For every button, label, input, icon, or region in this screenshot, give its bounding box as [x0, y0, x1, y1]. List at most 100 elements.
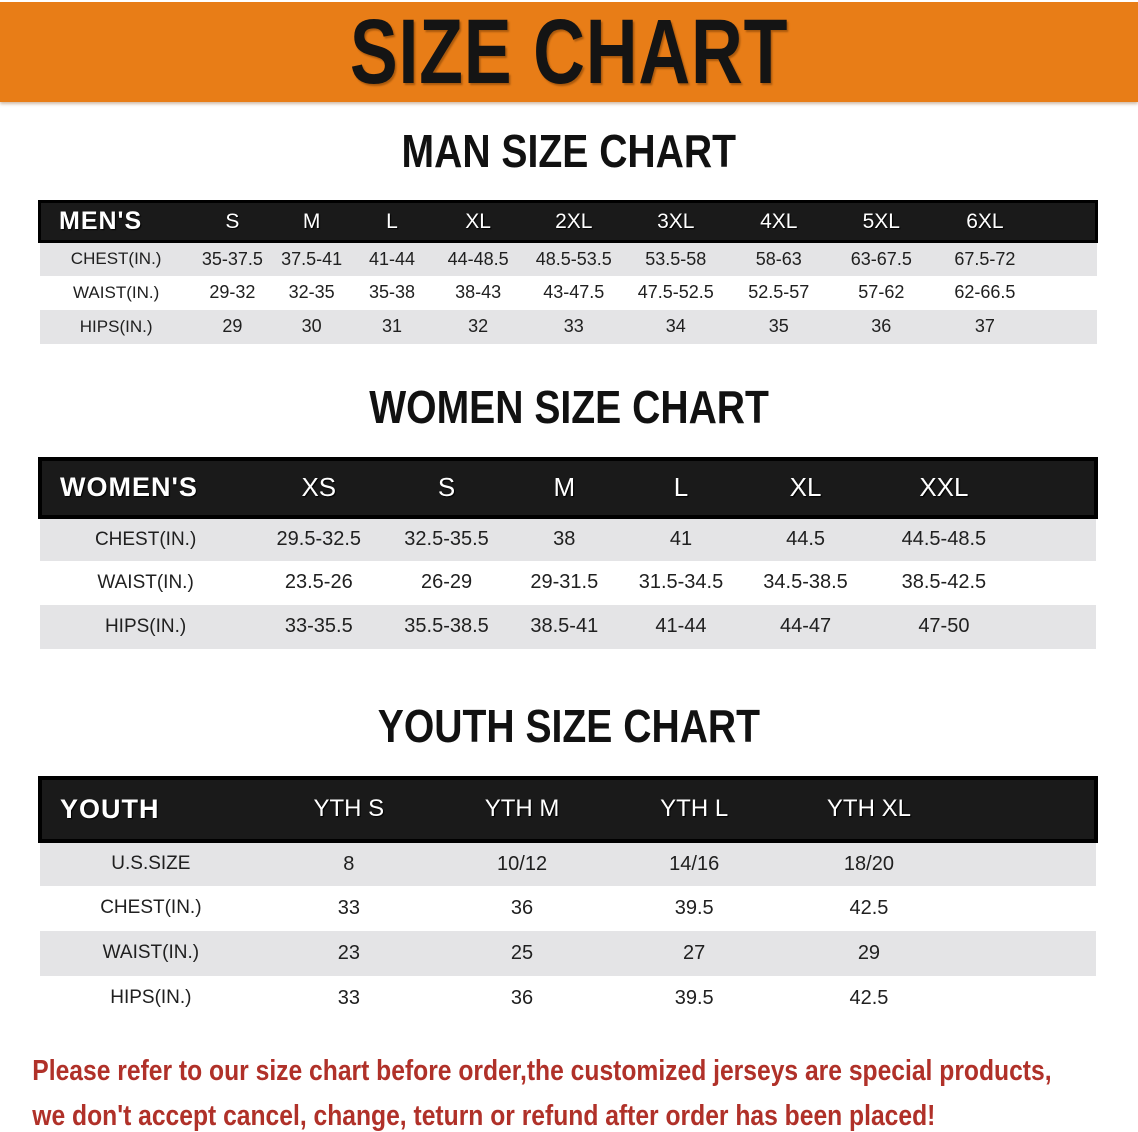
size-value-cell: 41-44	[655, 615, 707, 637]
row-label: WAIST(IN.)	[73, 282, 160, 302]
men-column-header-3xl: 3XL	[657, 209, 695, 233]
size-value-cell: 48.5-53.5	[535, 248, 612, 269]
row-spacer	[958, 841, 1096, 886]
row-label: HIPS(IN.)	[110, 987, 192, 1008]
page-title: SIZE CHART	[349, 1, 789, 103]
size-value-cell: 34	[665, 316, 686, 336]
size-value-cell: 41	[669, 528, 693, 550]
size-value-cell: 32-35	[288, 282, 335, 302]
size-value-cell: 67.5-72	[954, 248, 1016, 269]
women-size-table: WOMEN'S XS S M L XL XXL CHEST(IN.) 29.5-…	[38, 457, 1098, 649]
men-section-heading-text: MAN SIZE CHART	[401, 125, 737, 177]
size-value-cell: 29-31.5	[530, 571, 599, 593]
size-value-cell: 47-50	[918, 615, 970, 637]
size-value-cell: 25	[510, 941, 534, 964]
size-value-cell: 8	[343, 852, 355, 875]
size-value-cell: 33	[337, 896, 360, 919]
row-label: HIPS(IN.)	[79, 316, 153, 336]
row-label: U.S.SIZE	[111, 853, 191, 874]
size-value-cell: 27	[683, 941, 706, 964]
size-value-cell: 37.5-41	[281, 248, 343, 269]
size-value-cell: 36	[510, 986, 534, 1009]
men-waist-row: WAIST(IN.) 29-32 32-35 35-38 38-43 43-47…	[39, 275, 1097, 310]
row-spacer	[958, 886, 1096, 931]
size-value-cell: 44.5	[786, 528, 826, 550]
men-size-table: MEN'S S M L XL 2XL 3XL 4XL 5XL 6XL CHEST…	[38, 200, 1098, 344]
women-header-row: WOMEN'S XS S M L XL XXL	[40, 458, 1096, 517]
size-value-cell: 31.5-34.5	[638, 571, 724, 593]
size-value-cell: 52.5-57	[748, 282, 810, 302]
men-column-header-l: L	[386, 209, 398, 233]
size-value-cell: 42.5	[849, 986, 889, 1009]
women-waist-row: WAIST(IN.) 23.5-26 26-29 29-31.5 31.5-34…	[40, 560, 1096, 605]
size-value-cell: 18/20	[843, 852, 894, 875]
row-label: WAIST(IN.)	[102, 942, 200, 963]
disclaimer-line-1: Please refer to our size chart before or…	[32, 1054, 1052, 1087]
size-value-cell: 29	[857, 941, 881, 964]
size-value-cell: 38-43	[455, 282, 502, 302]
women-column-header-s: S	[437, 472, 456, 502]
men-section-heading: MAN SIZE CHART	[0, 128, 1138, 174]
row-label: WAIST(IN.)	[97, 571, 194, 593]
size-value-cell: 36	[871, 316, 892, 336]
size-value-cell: 32.5-35.5	[404, 528, 489, 550]
size-value-cell: 32	[468, 316, 489, 336]
men-header-row: MEN'S S M L XL 2XL 3XL 4XL 5XL 6XL	[39, 201, 1097, 242]
size-value-cell: 39.5	[674, 986, 714, 1009]
youth-section-heading-text: YOUTH SIZE CHART	[377, 699, 761, 752]
row-spacer	[1037, 242, 1096, 276]
row-label: CHEST(IN.)	[70, 249, 162, 269]
size-value-cell: 33	[337, 986, 360, 1009]
row-spacer	[1017, 517, 1096, 561]
size-value-cell: 57-62	[858, 282, 905, 302]
row-spacer	[958, 931, 1096, 976]
men-column-header-m: M	[302, 209, 321, 233]
youth-chest-row: CHEST(IN.) 33 36 39.5 42.5	[40, 885, 1096, 931]
row-spacer	[1037, 310, 1096, 344]
youth-section-heading: YOUTH SIZE CHART	[0, 703, 1138, 749]
youth-column-header-l: YTH L	[660, 795, 729, 822]
women-group-label: WOMEN'S	[60, 472, 198, 502]
women-column-header-l: L	[673, 472, 689, 502]
size-value-cell: 38	[553, 528, 576, 550]
women-chest-row: CHEST(IN.) 29.5-32.5 32.5-35.5 38 41 44.…	[40, 516, 1096, 561]
size-value-cell: 34.5-38.5	[763, 571, 848, 593]
men-header-spacer	[1037, 202, 1096, 242]
size-value-cell: 23.5-26	[284, 571, 353, 593]
size-chart-banner: SIZE CHART	[0, 0, 1138, 102]
men-column-header-5xl: 5XL	[862, 209, 900, 233]
size-value-cell: 10/12	[497, 852, 548, 875]
men-column-header-6xl: 6XL	[966, 209, 1004, 233]
size-value-cell: 35-37.5	[201, 248, 263, 269]
youth-hips-row: HIPS(IN.) 33 36 39.5 42.5	[40, 975, 1096, 1021]
women-column-header-xxl: XXL	[919, 472, 969, 502]
size-value-cell: 53.5-58	[645, 248, 707, 269]
size-value-cell: 33	[563, 316, 584, 336]
women-header-spacer	[1017, 459, 1096, 517]
size-value-cell: 63-67.5	[850, 248, 912, 269]
youth-group-label: YOUTH	[60, 793, 160, 824]
size-value-cell: 37	[974, 316, 995, 336]
size-value-cell: 23	[337, 941, 360, 964]
size-value-cell: 14/16	[669, 852, 720, 875]
size-value-cell: 29-32	[209, 282, 256, 302]
disclaimer-text: Please refer to our size chart before or…	[0, 1049, 1052, 1132]
size-value-cell: 44-47	[779, 615, 832, 637]
youth-header-row: YOUTH YTH S YTH M YTH L YTH XL	[40, 777, 1096, 841]
men-group-label: MEN'S	[59, 207, 143, 235]
youth-waist-row: WAIST(IN.) 23 25 27 29	[40, 930, 1096, 976]
size-value-cell: 38.5-41	[530, 615, 599, 637]
men-column-header-4xl: 4XL	[760, 209, 798, 233]
size-value-cell: 35-38	[368, 282, 415, 302]
size-value-cell: 30	[301, 316, 322, 336]
youth-column-header-xl: YTH XL	[826, 795, 911, 822]
men-chest-row: CHEST(IN.) 35-37.5 37.5-41 41-44 44-48.5…	[39, 241, 1097, 276]
row-spacer	[1017, 561, 1096, 605]
men-column-header-2xl: 2XL	[555, 209, 593, 233]
size-value-cell: 31	[381, 316, 402, 336]
youth-ussize-row: U.S.SIZE 8 10/12 14/16 18/20	[40, 840, 1096, 886]
size-value-cell: 62-66.5	[954, 282, 1016, 302]
size-value-cell: 47.5-52.5	[637, 282, 714, 302]
youth-column-header-m: YTH M	[484, 795, 560, 822]
size-value-cell: 35	[768, 316, 789, 336]
